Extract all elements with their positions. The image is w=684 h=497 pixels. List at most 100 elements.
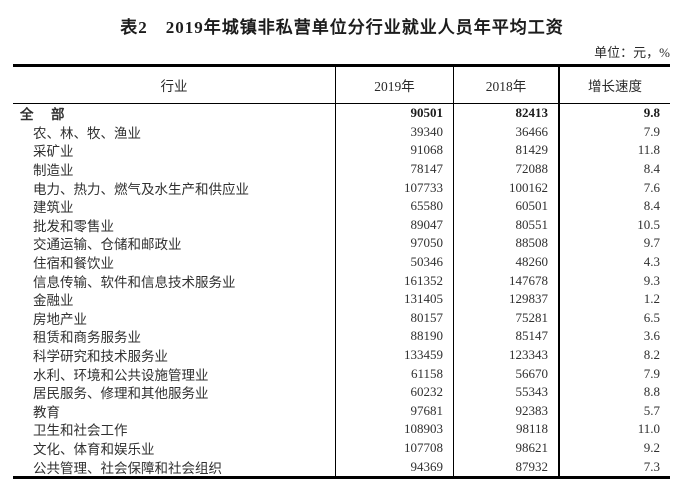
value-2018-cell: 82413: [454, 104, 560, 123]
value-2018-cell: 72088: [454, 159, 560, 179]
growth-cell: 9.3: [643, 272, 660, 288]
industry-cell: 批发和零售业: [13, 215, 336, 235]
value-2018-cell: 48260: [454, 252, 560, 272]
value-2018-cell: 85147: [454, 327, 560, 346]
industry-cell: 房地产业: [13, 308, 336, 328]
value-2018-cell: 56670: [454, 364, 560, 383]
table-body: 全 部 90501 82413 9.8 农、林、牧、渔业 39340 36466 7.9 采矿业…: [13, 104, 670, 476]
table-row: 教育 97681 92383 5.7: [13, 401, 670, 421]
column-header-2018: 2018年: [454, 67, 560, 103]
value-2018-cell: 80551: [454, 215, 560, 235]
table-row: 公共管理、社会保障和社会组织 94369 87932 7.3: [13, 457, 670, 476]
growth-cell: 8.4: [643, 161, 660, 177]
growth-cell: 5.7: [643, 402, 660, 418]
industry-cell: 农、林、牧、渔业: [13, 122, 336, 142]
value-2019-cell: 65580: [336, 196, 454, 216]
table-row: 住宿和餐饮业 50346 48260 4.3: [13, 252, 670, 272]
table-row: 电力、热力、燃气及水生产和供应业 107733 100162 7.6: [13, 178, 670, 197]
industry-cell: 建筑业: [13, 196, 336, 216]
value-2019-cell: 50346: [336, 252, 454, 272]
value-2018-cell: 98118: [454, 420, 560, 439]
table-row: 全 部 90501 82413 9.8: [13, 104, 670, 123]
industry-cell: 文化、体育和娱乐业: [13, 438, 336, 458]
value-2019-cell: 78147: [336, 159, 454, 179]
value-2019-cell: 88190: [336, 327, 454, 346]
value-2019-cell: 91068: [336, 141, 454, 160]
growth-cell: 10.5: [637, 216, 660, 232]
industry-cell: 教育: [13, 401, 336, 421]
growth-cell: 4.3: [643, 254, 660, 270]
table-row: 采矿业 91068 81429 11.8: [13, 141, 670, 160]
industry-cell: 全 部: [13, 104, 336, 123]
value-2018-cell: 92383: [454, 401, 560, 421]
table-row: 批发和零售业 89047 80551 10.5: [13, 215, 670, 235]
growth-cell: 9.2: [643, 439, 660, 455]
table-row: 卫生和社会工作 108903 98118 11.0: [13, 420, 670, 439]
growth-cell: 7.9: [643, 123, 660, 139]
growth-cell: 9.8: [643, 105, 660, 121]
growth-cell: 3.6: [643, 328, 660, 344]
table-row: 制造业 78147 72088 8.4: [13, 159, 670, 179]
unit-note: 单位：元，%: [594, 45, 670, 60]
industry-cell: 水利、环境和公共设施管理业: [13, 364, 336, 383]
value-2019-cell: 94369: [336, 457, 454, 476]
value-2019-cell: 39340: [336, 122, 454, 142]
table-row: 科学研究和技术服务业 133459 123343 8.2: [13, 345, 670, 365]
value-2019-cell: 89047: [336, 215, 454, 235]
table-row: 建筑业 65580 60501 8.4: [13, 196, 670, 216]
value-2019-cell: 97681: [336, 401, 454, 421]
column-header-growth: 增长速度: [588, 79, 642, 94]
industry-cell: 科学研究和技术服务业: [13, 345, 336, 365]
industry-cell: 采矿业: [13, 141, 336, 160]
value-2019-cell: 133459: [336, 345, 454, 365]
value-2019-cell: 131405: [336, 289, 454, 309]
table-row: 农、林、牧、渔业 39340 36466 7.9: [13, 122, 670, 142]
table-header-row: 行业 2019年 2018年 增长速度: [13, 67, 670, 104]
industry-cell: 租赁和商务服务业: [13, 327, 336, 346]
value-2019-cell: 107708: [336, 438, 454, 458]
value-2018-cell: 100162: [454, 178, 560, 197]
value-2018-cell: 123343: [454, 345, 560, 365]
table-row: 金融业 131405 129837 1.2: [13, 289, 670, 309]
industry-cell: 交通运输、仓储和邮政业: [13, 234, 336, 253]
table-row: 文化、体育和娱乐业 107708 98621 9.2: [13, 438, 670, 458]
growth-cell: 8.4: [643, 198, 660, 214]
value-2018-cell: 60501: [454, 196, 560, 216]
growth-cell: 9.7: [643, 235, 660, 251]
growth-cell: 11.0: [637, 421, 660, 437]
industry-cell: 住宿和餐饮业: [13, 252, 336, 272]
value-2019-cell: 97050: [336, 234, 454, 253]
value-2019-cell: 61158: [336, 364, 454, 383]
growth-cell: 6.5: [643, 309, 660, 325]
industry-cell: 制造业: [13, 159, 336, 179]
growth-cell: 11.8: [637, 142, 660, 158]
wage-table: 行业 2019年 2018年 增长速度 全 部 90501 82413 9.8 农、林、…: [13, 64, 670, 479]
industry-cell: 信息传输、软件和信息技术服务业: [13, 271, 336, 290]
value-2018-cell: 147678: [454, 271, 560, 290]
growth-cell: 1.2: [643, 291, 660, 307]
growth-cell: 7.9: [643, 365, 660, 381]
value-2019-cell: 107733: [336, 178, 454, 197]
industry-cell: 卫生和社会工作: [13, 420, 336, 439]
table-row: 交通运输、仓储和邮政业 97050 88508 9.7: [13, 234, 670, 253]
table-row: 租赁和商务服务业 88190 85147 3.6: [13, 327, 670, 346]
value-2018-cell: 55343: [454, 382, 560, 402]
page-title: 表2 2019年城镇非私营单位分行业就业人员年平均工资: [120, 18, 564, 37]
value-2019-cell: 60232: [336, 382, 454, 402]
growth-cell: 8.8: [643, 384, 660, 400]
growth-cell: 8.2: [643, 347, 660, 363]
table-row: 信息传输、软件和信息技术服务业 161352 147678 9.3: [13, 271, 670, 290]
growth-cell: 7.3: [643, 458, 660, 474]
column-header-industry: 行业: [13, 67, 336, 103]
value-2019-cell: 80157: [336, 308, 454, 328]
value-2018-cell: 75281: [454, 308, 560, 328]
growth-cell: 7.6: [643, 179, 660, 195]
industry-cell: 电力、热力、燃气及水生产和供应业: [13, 178, 336, 197]
value-2018-cell: 81429: [454, 141, 560, 160]
value-2019-cell: 90501: [336, 104, 454, 123]
value-2019-cell: 161352: [336, 271, 454, 290]
value-2018-cell: 87932: [454, 457, 560, 476]
value-2019-cell: 108903: [336, 420, 454, 439]
column-header-2019: 2019年: [336, 67, 454, 103]
